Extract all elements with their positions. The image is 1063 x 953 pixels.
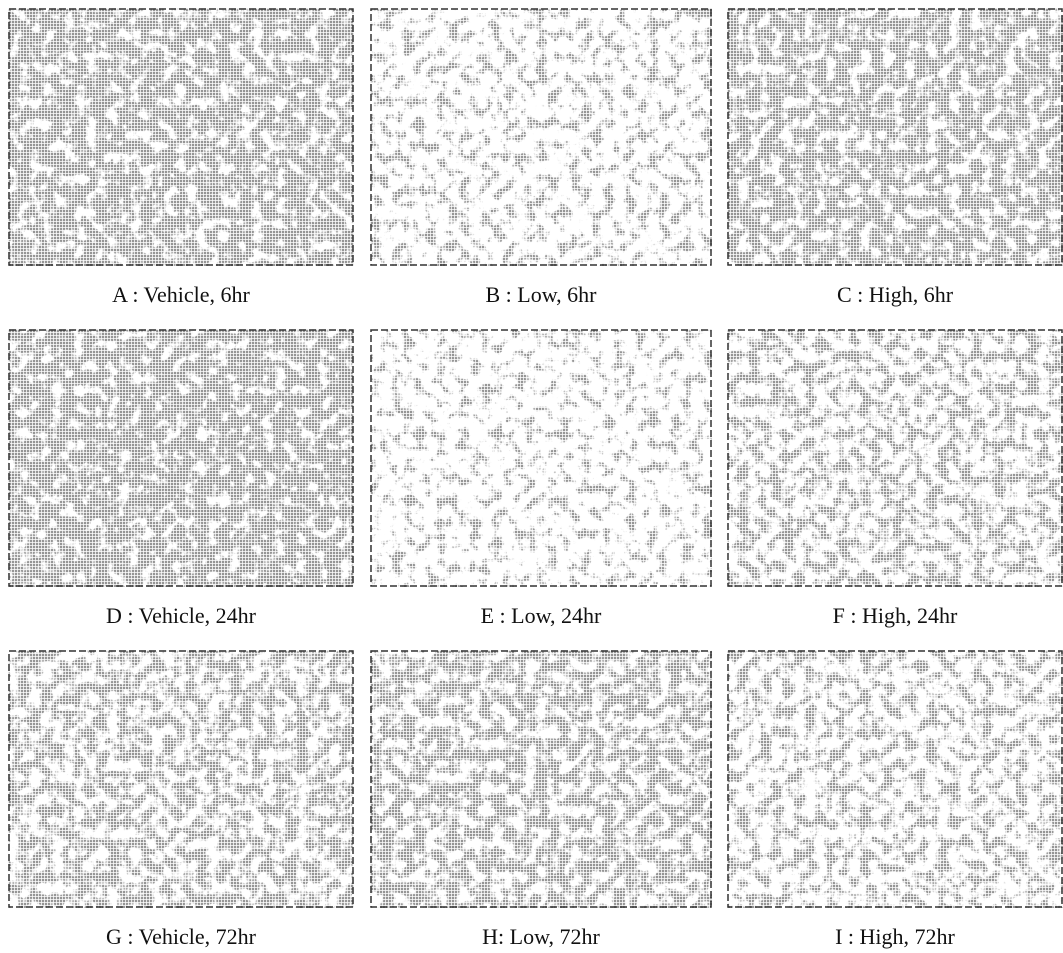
micrograph — [370, 8, 712, 266]
micrograph — [8, 8, 354, 266]
panel-caption: F : High, 24hr — [832, 603, 958, 628]
micrograph — [727, 8, 1063, 266]
panel-caption: H: Low, 72hr — [482, 924, 600, 949]
panel-caption: E : Low, 24hr — [480, 603, 602, 628]
micrograph — [8, 329, 354, 587]
panel-caption: C : High, 6hr — [836, 282, 954, 307]
panel-caption: I : High, 72hr — [835, 924, 955, 949]
micrograph — [727, 329, 1063, 587]
panel-caption: D : Vehicle, 24hr — [106, 603, 256, 628]
micrograph — [8, 650, 354, 908]
panel-caption: A : Vehicle, 6hr — [112, 282, 250, 307]
micrograph — [370, 650, 712, 908]
micrograph — [370, 329, 712, 587]
micrograph — [727, 650, 1063, 908]
panel-caption: B : Low, 6hr — [485, 282, 597, 307]
panel-caption: G : Vehicle, 72hr — [106, 924, 256, 949]
